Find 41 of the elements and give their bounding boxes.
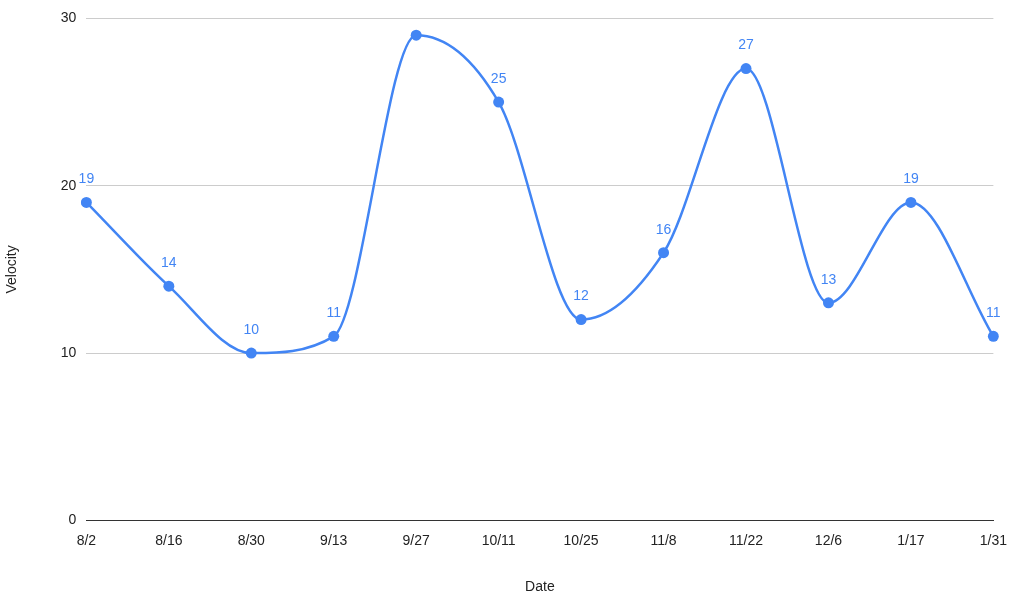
x-tick-label: 8/2 (76, 531, 97, 548)
x-tick-label: 12/6 (814, 531, 843, 548)
point (575, 314, 587, 326)
data-label: 25 (490, 69, 507, 86)
data-label: 16 (655, 220, 672, 237)
x-tick-label: 1/31 (979, 531, 1008, 548)
x-tick-label: 11/22 (729, 531, 764, 548)
point (658, 247, 670, 259)
x-tick-label: 10/25 (563, 531, 599, 548)
point (493, 96, 505, 108)
point (987, 330, 999, 342)
y-tick-label: 10 (60, 343, 77, 360)
y-tick-label: 30 (60, 9, 77, 26)
y-axis-title: Velocity (3, 245, 20, 294)
data-label: 19 (903, 170, 919, 187)
data-label: 12 (573, 287, 590, 304)
data-label: 19 (78, 170, 95, 187)
x-axis-title: Date (525, 578, 555, 595)
x-tick-label: 9/13 (320, 531, 348, 548)
x-tick-label: 8/30 (237, 531, 266, 548)
data-label: 10 (243, 320, 260, 337)
point (328, 330, 340, 342)
point (740, 63, 752, 75)
point (245, 347, 257, 359)
point (905, 196, 917, 208)
x-tick-label: 8/16 (155, 531, 183, 548)
data-label: 13 (820, 270, 837, 287)
point (410, 29, 422, 41)
x-tick-label: 11/8 (650, 531, 677, 548)
y-tick-label: 20 (60, 176, 77, 193)
y-tick-label: 0 (68, 511, 77, 528)
x-tick-label: 10/11 (481, 531, 516, 548)
x-tick-label: 9/27 (402, 531, 431, 548)
data-label: 27 (738, 36, 755, 53)
data-label: 11 (326, 304, 342, 321)
data-label: 11 (986, 304, 1001, 321)
point (163, 280, 175, 292)
point (822, 297, 834, 309)
point (80, 196, 92, 208)
data-label: 14 (161, 253, 177, 270)
x-tick-label: 1/17 (897, 531, 925, 548)
